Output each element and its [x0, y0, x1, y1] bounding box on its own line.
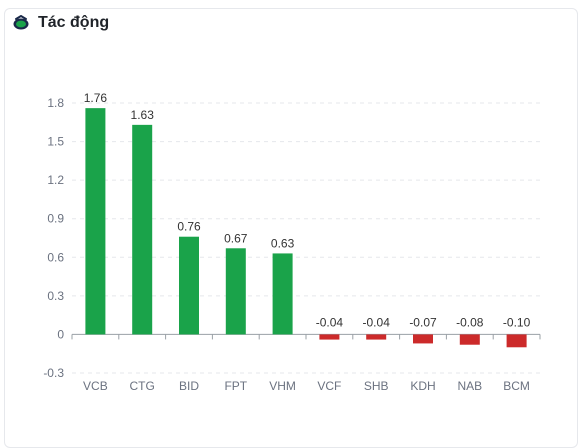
bar-shb [366, 334, 387, 340]
bar-kdh [413, 334, 433, 344]
data-label: -0.04 [363, 315, 391, 329]
x-tick-label: SHB [364, 379, 389, 393]
bar-vhm [272, 253, 293, 335]
bar-bcm [506, 334, 527, 348]
y-tick-label: 1.2 [47, 173, 64, 187]
y-tick-label: -0.3 [43, 366, 64, 380]
x-tick-label: VCF [317, 379, 341, 393]
x-tick-label: NAB [457, 379, 482, 393]
data-label: -0.04 [316, 315, 344, 329]
x-tick-label: KDH [410, 379, 435, 393]
y-tick-label: 1.5 [47, 135, 64, 149]
impact-bar-chart: 1.8 1.5 1.2 0.9 0.6 0.3 0 -0.3 1.76 VCB 1.63 CTG 0.7… [43, 91, 541, 393]
chart-title: Tác động [38, 14, 110, 31]
bar-nab [459, 334, 480, 345]
x-tick-label: BCM [503, 379, 530, 393]
bar-vcf [319, 334, 340, 340]
bar-bid [179, 236, 199, 335]
bar-ctg [132, 124, 153, 335]
y-tick-label: 0.9 [47, 212, 64, 226]
x-tick-label: BID [179, 379, 199, 393]
data-label: 1.76 [84, 91, 108, 105]
data-label: 0.76 [177, 220, 201, 234]
data-label: 0.67 [224, 231, 248, 245]
x-tick-label: VHM [269, 379, 296, 393]
data-label: -0.08 [456, 315, 484, 329]
y-tick-label: 1.8 [47, 96, 64, 110]
data-label: 1.63 [131, 108, 155, 122]
y-tick-label: 0 [57, 327, 64, 341]
x-tick-label: VCB [83, 379, 108, 393]
bar-vcb [85, 108, 106, 335]
x-tick-label: FPT [224, 379, 247, 393]
y-tick-label: 0.6 [47, 250, 64, 264]
impact-icon [13, 15, 29, 30]
data-label: -0.10 [503, 315, 531, 329]
bar-fpt [225, 248, 246, 335]
y-tick-label: 0.3 [47, 289, 64, 303]
data-label: -0.07 [409, 315, 437, 329]
x-tick-label: CTG [130, 379, 155, 393]
card-header: Tác động [12, 14, 109, 32]
data-label: 0.63 [271, 236, 295, 250]
